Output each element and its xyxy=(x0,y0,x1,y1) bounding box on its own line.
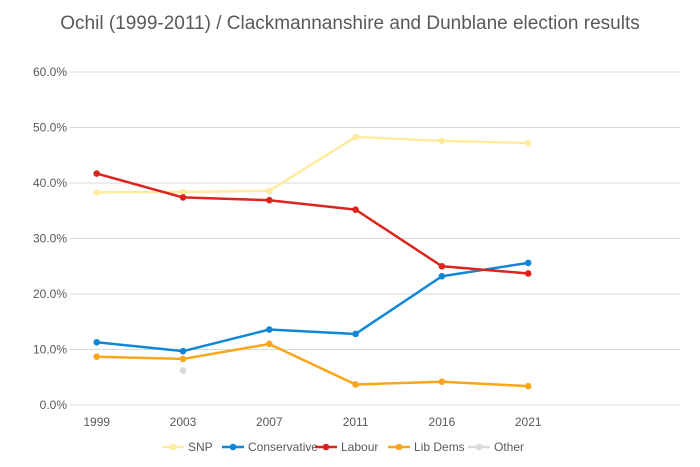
legend-marker xyxy=(169,443,177,451)
data-point xyxy=(352,330,359,338)
series-line xyxy=(96,261,529,353)
data-point xyxy=(266,187,273,195)
data-point xyxy=(524,259,532,267)
legend: SNP Conservative Labour Lib Dems Other xyxy=(162,440,524,454)
x-tick-label: 2016 xyxy=(429,415,456,429)
data-point xyxy=(524,270,532,277)
series-line xyxy=(96,135,529,194)
data-point xyxy=(179,367,187,374)
y-tick-label: 10.0% xyxy=(33,343,67,357)
data-point xyxy=(524,139,532,147)
data-point xyxy=(93,353,100,361)
series-snp xyxy=(93,133,532,196)
y-tick-label: 40.0% xyxy=(33,176,67,190)
legend-label: Conservative xyxy=(248,440,318,454)
series-labour xyxy=(93,170,532,277)
legend-marker xyxy=(475,443,483,451)
data-point xyxy=(524,382,532,390)
legend-marker xyxy=(322,443,330,451)
data-point xyxy=(438,137,446,145)
series-other xyxy=(179,367,187,374)
x-tick-label: 2021 xyxy=(515,415,542,429)
x-tick-label: 2011 xyxy=(343,415,369,429)
y-tick-label: 30.0% xyxy=(33,232,67,246)
data-point xyxy=(93,170,100,177)
data-point xyxy=(179,188,187,196)
y-tick-label: 50.0% xyxy=(33,121,67,135)
chart-title: Ochil (1999-2011) / Clackmannanshire and… xyxy=(60,13,640,34)
legend-item: Other xyxy=(468,440,524,454)
series-conservative xyxy=(93,259,532,355)
data-point xyxy=(93,338,100,346)
data-point xyxy=(352,133,359,141)
data-point xyxy=(266,196,273,204)
y-tick-label: 60.0% xyxy=(33,65,67,79)
x-tick-label: 1999 xyxy=(83,415,110,429)
data-point xyxy=(266,326,273,333)
legend-label: Other xyxy=(494,440,524,454)
data-point xyxy=(438,272,446,280)
legend-label: Lib Dems xyxy=(414,440,465,454)
series-lib-dems xyxy=(93,340,532,390)
legend-item: Conservative xyxy=(222,440,318,454)
legend-label: Labour xyxy=(341,440,378,454)
y-tick-label: 0.0% xyxy=(40,398,68,412)
legend-marker xyxy=(395,443,403,451)
data-point xyxy=(179,194,187,201)
legend-marker xyxy=(229,443,237,451)
data-point xyxy=(266,340,273,348)
legend-item: SNP xyxy=(162,440,213,454)
legend-item: Lib Dems xyxy=(388,440,465,454)
data-point xyxy=(352,381,359,388)
data-point xyxy=(438,262,446,270)
legend-label: SNP xyxy=(188,440,213,454)
series-line xyxy=(96,342,529,388)
x-tick-label: 2007 xyxy=(256,415,283,429)
x-tick-label: 2003 xyxy=(170,415,197,429)
data-point xyxy=(438,378,446,385)
data-point xyxy=(93,189,100,196)
data-point xyxy=(179,355,187,363)
series-line xyxy=(96,172,529,275)
y-tick-label: 20.0% xyxy=(33,287,67,301)
data-point xyxy=(179,347,187,355)
data-point xyxy=(352,206,359,213)
legend-item: Labour xyxy=(315,440,378,454)
